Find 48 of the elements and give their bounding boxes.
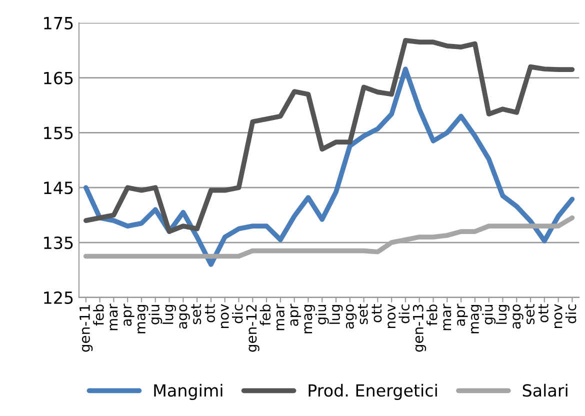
x-tick-label: lug — [162, 304, 176, 324]
x-tick-label: ago — [346, 304, 357, 329]
x-tick-label: nov — [388, 304, 396, 328]
x-tick-label: ott — [538, 304, 548, 322]
x-tick-label: dic — [565, 304, 576, 324]
x-tick-label: mag — [138, 304, 148, 334]
x-tick-label: gen-11 — [80, 304, 93, 352]
x-tick-label: mar — [443, 304, 452, 330]
x-tick-label: apr — [124, 304, 134, 326]
legend-label: Salari — [522, 384, 568, 397]
x-tick-label: dic — [232, 304, 243, 324]
x-tick-label: feb — [93, 304, 104, 326]
x-tick-label: gen-12 — [246, 305, 260, 352]
legend-label: Prod. Energetici — [308, 384, 437, 400]
y-tick-label: 175 — [44, 17, 73, 30]
x-tick-label: gen-13 — [412, 304, 426, 352]
x-tick-label: giu — [315, 304, 329, 324]
x-tick-label: nov — [220, 304, 229, 328]
x-tick-label: giu — [148, 304, 162, 324]
x-tick-label: lug — [329, 304, 343, 324]
x-tick-label: apr — [290, 304, 302, 326]
x-tick-label: set — [358, 304, 368, 324]
x-tick-label: mag — [471, 304, 482, 334]
x-tick-label: feb — [260, 304, 271, 326]
y-tick-label: 145 — [44, 182, 73, 194]
y-tick-label: 135 — [44, 236, 73, 250]
x-tick-label: giu — [482, 304, 496, 324]
x-tick-label: ago — [179, 304, 190, 329]
y-tick-label: 125 — [44, 291, 73, 304]
x-tick-label: dic — [398, 304, 410, 324]
line-series — [83, 66, 575, 267]
x-tick-label: apr — [457, 304, 468, 326]
x-tick-label: ott — [372, 304, 382, 322]
x-tick-label: set — [524, 304, 535, 324]
line-series — [83, 38, 575, 234]
y-tick-label: 165 — [44, 72, 73, 84]
x-tick-label: ott — [205, 304, 215, 322]
x-tick-label: mag — [304, 304, 315, 334]
x-tick-label: feb — [426, 304, 438, 326]
line-series — [83, 215, 575, 259]
x-tick-label: mar — [276, 304, 284, 330]
x-tick-label: mar — [110, 304, 118, 330]
legend-label: Mangimi — [154, 384, 222, 400]
x-tick-label: nov — [554, 304, 562, 328]
y-tick-label: 155 — [44, 126, 73, 140]
x-tick-label: ago — [512, 304, 524, 329]
x-tick-label: lug — [496, 304, 510, 324]
x-tick-label: set — [191, 304, 202, 324]
